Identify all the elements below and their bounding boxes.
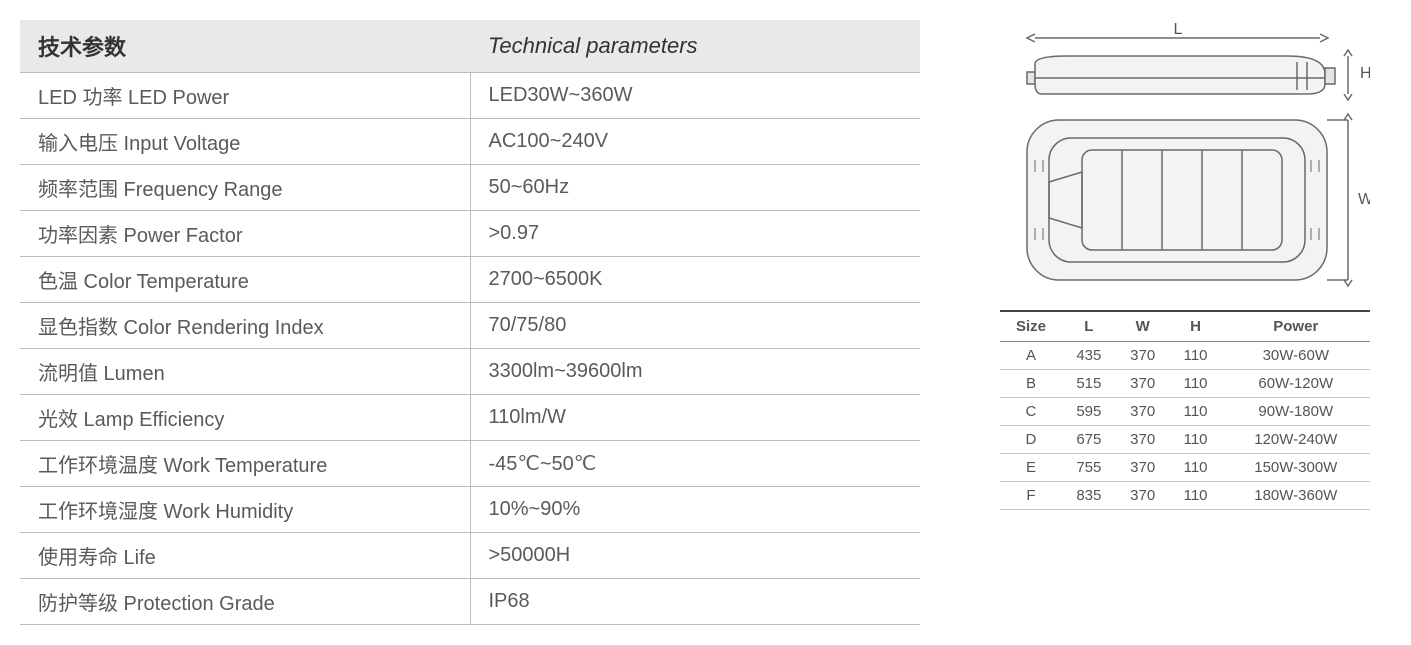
table-row: 流明值 Lumen3300lm~39600lm [20,349,920,395]
size-cell: 835 [1062,482,1116,510]
size-cell: 90W-180W [1222,398,1370,426]
tech-param-label: 输入电压 Input Voltage [20,119,470,165]
size-cell: A [1000,342,1062,370]
tech-param-value: >0.97 [470,211,920,257]
size-cell: 370 [1116,454,1170,482]
tech-param-value: 2700~6500K [470,257,920,303]
size-col-header: Size [1000,311,1062,342]
table-row: F835370110180W-360W [1000,482,1370,510]
tech-param-label: 工作环境温度 Work Temperature [20,441,470,487]
tech-parameters-panel: 技术参数 Technical parameters LED 功率 LED Pow… [20,20,920,625]
tech-param-value: 10%~90% [470,487,920,533]
right-panel: L H [1000,20,1370,510]
tech-param-label: 工作环境湿度 Work Humidity [20,487,470,533]
size-cell: 435 [1062,342,1116,370]
table-row: 工作环境温度 Work Temperature-45℃~50℃ [20,441,920,487]
tech-param-value: IP68 [470,579,920,625]
table-row: 功率因素 Power Factor>0.97 [20,211,920,257]
size-table-body: A43537011030W-60WB51537011060W-120WC5953… [1000,342,1370,510]
size-cell: 370 [1116,370,1170,398]
table-row: 频率范围 Frequency Range50~60Hz [20,165,920,211]
product-diagram: L H [1000,20,1370,300]
tech-param-label: 频率范围 Frequency Range [20,165,470,211]
dim-label-W: W [1358,191,1370,208]
tech-param-value: 3300lm~39600lm [470,349,920,395]
table-row: E755370110150W-300W [1000,454,1370,482]
size-cell: 110 [1170,370,1222,398]
tech-parameters-table: 技术参数 Technical parameters LED 功率 LED Pow… [20,20,920,625]
size-cell: 370 [1116,342,1170,370]
table-row: C59537011090W-180W [1000,398,1370,426]
size-col-header: H [1170,311,1222,342]
size-cell: 110 [1170,482,1222,510]
tech-param-value: AC100~240V [470,119,920,165]
size-cell: 110 [1170,454,1222,482]
tech-param-value: LED30W~360W [470,73,920,119]
size-cell: 110 [1170,342,1222,370]
size-cell: 110 [1170,398,1222,426]
size-cell: 120W-240W [1222,426,1370,454]
tech-param-label: 使用寿命 Life [20,533,470,579]
tech-param-label: 流明值 Lumen [20,349,470,395]
dim-label-H: H [1360,65,1370,82]
tech-param-value: 110lm/W [470,395,920,441]
table-row: D675370110120W-240W [1000,426,1370,454]
size-col-header: Power [1222,311,1370,342]
tech-param-value: >50000H [470,533,920,579]
table-row: A43537011030W-60W [1000,342,1370,370]
page-root: 技术参数 Technical parameters LED 功率 LED Pow… [20,20,1391,625]
table-row: B51537011060W-120W [1000,370,1370,398]
dim-label-L: L [1174,21,1183,38]
tech-param-label: 光效 Lamp Efficiency [20,395,470,441]
size-table: SizeLWHPower A43537011030W-60WB515370110… [1000,310,1370,510]
size-cell: E [1000,454,1062,482]
table-row: 色温 Color Temperature2700~6500K [20,257,920,303]
size-cell: 30W-60W [1222,342,1370,370]
size-col-header: W [1116,311,1170,342]
table-row: LED 功率 LED PowerLED30W~360W [20,73,920,119]
tech-param-value: -45℃~50℃ [470,441,920,487]
tech-param-label: 防护等级 Protection Grade [20,579,470,625]
size-cell: 595 [1062,398,1116,426]
size-cell: 755 [1062,454,1116,482]
size-cell: 675 [1062,426,1116,454]
size-cell: 150W-300W [1222,454,1370,482]
table-row: 输入电压 Input VoltageAC100~240V [20,119,920,165]
size-cell: 370 [1116,426,1170,454]
size-cell: 370 [1116,398,1170,426]
size-cell: 110 [1170,426,1222,454]
tech-parameters-body: LED 功率 LED PowerLED30W~360W输入电压 Input Vo… [20,73,920,625]
size-cell: D [1000,426,1062,454]
size-cell: B [1000,370,1062,398]
size-cell: 370 [1116,482,1170,510]
table-row: 工作环境湿度 Work Humidity10%~90% [20,487,920,533]
tech-param-label: 功率因素 Power Factor [20,211,470,257]
tech-param-label: LED 功率 LED Power [20,73,470,119]
size-cell: 180W-360W [1222,482,1370,510]
table-row: 光效 Lamp Efficiency110lm/W [20,395,920,441]
size-table-header-row: SizeLWHPower [1000,311,1370,342]
table-row: 使用寿命 Life>50000H [20,533,920,579]
tech-header-en: Technical parameters [470,20,920,73]
tech-param-label: 色温 Color Temperature [20,257,470,303]
tech-param-value: 50~60Hz [470,165,920,211]
tech-param-value: 70/75/80 [470,303,920,349]
size-cell: 60W-120W [1222,370,1370,398]
size-cell: C [1000,398,1062,426]
table-row: 显色指数 Color Rendering Index70/75/80 [20,303,920,349]
tech-param-label: 显色指数 Color Rendering Index [20,303,470,349]
tech-header-cn: 技术参数 [20,20,470,73]
table-row: 防护等级 Protection GradeIP68 [20,579,920,625]
size-col-header: L [1062,311,1116,342]
size-cell: F [1000,482,1062,510]
size-cell: 515 [1062,370,1116,398]
